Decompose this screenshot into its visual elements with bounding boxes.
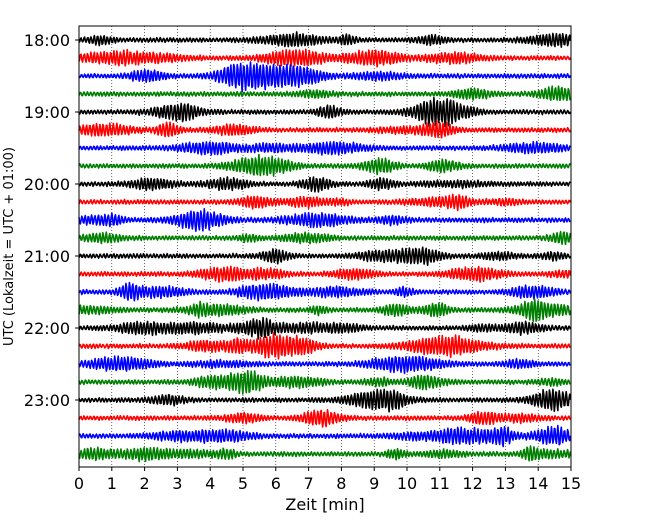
x-tick-label-2: 2 — [140, 474, 150, 493]
trace-11 — [78, 207, 571, 232]
x-tick-label-14: 14 — [528, 474, 548, 493]
x-axis-title: Zeit [min] — [285, 495, 364, 514]
trace-21 — [78, 388, 572, 413]
trace-1 — [78, 31, 572, 49]
trace-8 — [78, 153, 572, 177]
trace-19 — [78, 355, 571, 375]
trace-5 — [78, 96, 572, 128]
x-tick-label-1: 1 — [107, 474, 117, 493]
x-tick-label-6: 6 — [271, 474, 281, 493]
trace-20 — [78, 369, 571, 395]
x-tick-label-8: 8 — [336, 474, 346, 493]
x-tick-label-13: 13 — [495, 474, 515, 493]
trace-24 — [78, 445, 572, 463]
y-tick-label-18:00: 18:00 — [24, 31, 70, 50]
trace-10 — [78, 193, 572, 212]
trace-4 — [78, 85, 572, 102]
trace-13 — [78, 246, 572, 267]
x-tick-label-15: 15 — [561, 474, 581, 493]
x-tick-label-10: 10 — [397, 474, 417, 493]
x-tick-label-7: 7 — [304, 474, 314, 493]
trace-2 — [78, 48, 572, 68]
y-tick-label-22:00: 22:00 — [24, 319, 70, 338]
trace-17 — [78, 316, 572, 340]
x-axis-ticks: 0 1 2 3 4 5 6 7 8 9 10 11 12 13 14 15 — [74, 467, 581, 493]
y-tick-label-20:00: 20:00 — [24, 175, 70, 194]
trace-14 — [78, 265, 572, 283]
y-tick-label-21:00: 21:00 — [24, 247, 70, 266]
trace-15 — [78, 281, 572, 302]
x-tick-label-9: 9 — [369, 474, 379, 493]
trace-3 — [78, 61, 572, 93]
trace-22 — [78, 408, 572, 428]
trace-16 — [78, 298, 572, 323]
trace-12 — [78, 230, 572, 246]
x-tick-label-5: 5 — [238, 474, 248, 493]
trace-layer — [78, 31, 572, 463]
plot-frame — [78, 25, 572, 468]
trace-23 — [78, 424, 572, 448]
trace-9 — [78, 176, 572, 193]
trace-7 — [78, 140, 571, 156]
y-axis-ticks: 18:00 19:00 20:00 21:00 22:00 23:00 — [24, 31, 79, 410]
x-tick-label-4: 4 — [205, 474, 215, 493]
x-tick-label-0: 0 — [74, 474, 84, 493]
y-tick-label-19:00: 19:00 — [24, 103, 70, 122]
y-tick-label-23:00: 23:00 — [24, 391, 70, 410]
y-axis-title: UTC (Lokalzeit = UTC + 01:00) — [2, 147, 17, 346]
trace-6 — [78, 120, 572, 139]
x-tick-label-11: 11 — [430, 474, 450, 493]
trace-18 — [78, 331, 571, 360]
x-tick-label-12: 12 — [462, 474, 482, 493]
x-tick-label-3: 3 — [172, 474, 182, 493]
